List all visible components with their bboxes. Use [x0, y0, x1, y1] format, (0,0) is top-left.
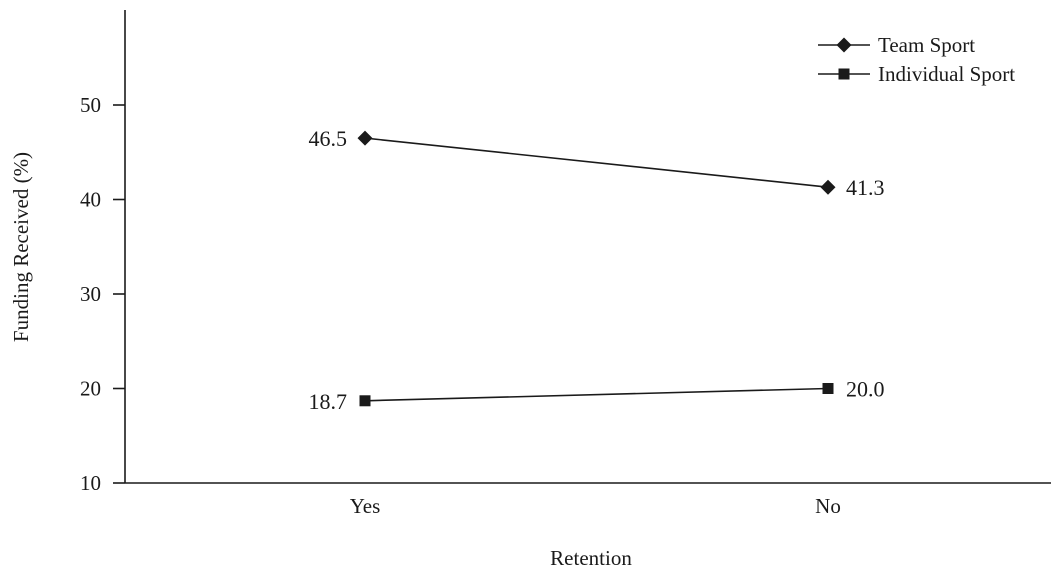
- legend: Team Sport Individual Sport: [818, 33, 1015, 86]
- y-tick-label-50: 50: [80, 93, 101, 117]
- y-axis-title: Funding Received (%): [9, 152, 33, 342]
- marker-individual-sport-no: [822, 383, 834, 394]
- legend-item-team-sport: Team Sport: [818, 33, 975, 57]
- series-layer: 46.5 41.3 18.7 20.0: [309, 126, 885, 414]
- legend-label-team-sport: Team Sport: [878, 33, 975, 57]
- y-axis-ticks: 10 20 30 40 50: [80, 93, 125, 495]
- y-tick-label-10: 10: [80, 471, 101, 495]
- legend-marker-individual-sport: [838, 68, 850, 80]
- legend-marker-team-sport: [836, 37, 852, 53]
- legend-item-individual-sport: Individual Sport: [818, 62, 1015, 86]
- y-tick-label-20: 20: [80, 377, 101, 401]
- y-tick-label-30: 30: [80, 282, 101, 306]
- legend-label-individual-sport: Individual Sport: [878, 62, 1015, 86]
- data-label-individual-sport-no: 20.0: [846, 377, 885, 402]
- series-team-sport: 46.5 41.3: [309, 126, 885, 200]
- series-line-team-sport: [364, 137, 829, 189]
- marker-team-sport-yes: [357, 130, 373, 146]
- marker-team-sport-no: [820, 179, 836, 195]
- series-line-individual-sport: [364, 387, 829, 402]
- marker-individual-sport-yes: [359, 395, 371, 407]
- x-tick-label-yes: Yes: [350, 494, 381, 518]
- x-axis-title: Retention: [550, 546, 632, 570]
- series-individual-sport: 18.7 20.0: [309, 377, 885, 414]
- data-label-team-sport-no: 41.3: [846, 175, 885, 200]
- data-label-team-sport-yes: 46.5: [309, 126, 348, 151]
- x-axis-ticks: Yes No: [350, 494, 841, 518]
- plot-frame: [124, 10, 1051, 484]
- x-tick-label-no: No: [815, 494, 841, 518]
- y-tick-label-40: 40: [80, 188, 101, 212]
- data-label-individual-sport-yes: 18.7: [309, 389, 348, 414]
